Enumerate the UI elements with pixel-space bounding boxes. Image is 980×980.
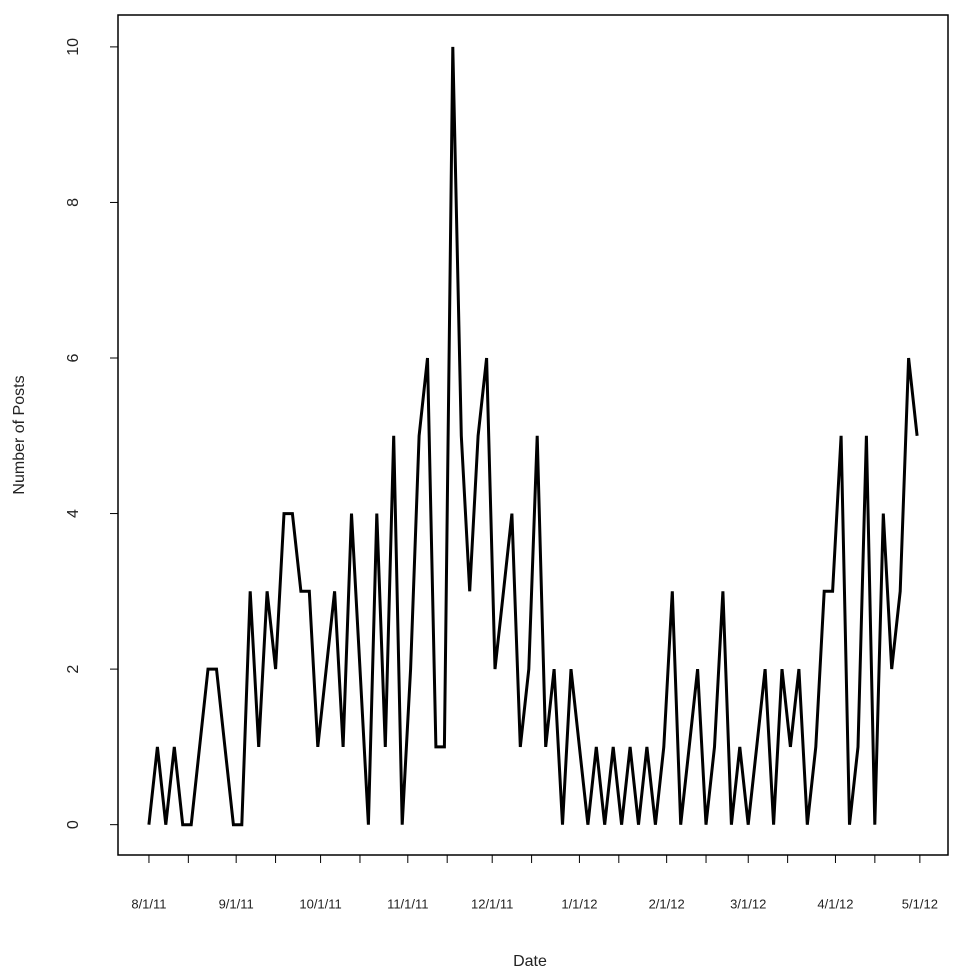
plot-frame xyxy=(117,14,949,856)
x-tick-label: 8/1/11 xyxy=(131,896,166,911)
x-tick-label: 3/1/12 xyxy=(730,896,766,911)
x-tick-label: 1/1/12 xyxy=(561,896,597,911)
y-tick-label: 4 xyxy=(65,509,82,518)
x-tick-label: 4/1/12 xyxy=(817,896,853,911)
x-axis-label: Date xyxy=(513,953,547,970)
x-tick-label: 5/1/12 xyxy=(902,896,938,911)
x-tick-label: 10/1/11 xyxy=(299,896,341,911)
y-tick-label: 0 xyxy=(65,820,82,829)
y-tick-label: 2 xyxy=(65,665,82,674)
x-tick-label: 11/1/11 xyxy=(387,896,428,911)
y-tick-label: 8 xyxy=(65,198,82,207)
data-line xyxy=(147,46,919,827)
y-axis-label: Number of Posts xyxy=(11,375,28,494)
y-tick-label: 6 xyxy=(65,353,82,362)
x-tick-label: 9/1/11 xyxy=(219,896,254,911)
y-tick-label: 10 xyxy=(65,38,82,56)
x-tick-label: 2/1/12 xyxy=(649,896,685,911)
x-tick-label: 12/1/11 xyxy=(471,896,513,911)
